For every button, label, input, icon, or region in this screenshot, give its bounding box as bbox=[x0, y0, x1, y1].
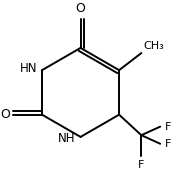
Text: CH₃: CH₃ bbox=[143, 41, 164, 51]
Text: O: O bbox=[0, 108, 10, 121]
Text: HN: HN bbox=[19, 62, 37, 75]
Text: F: F bbox=[138, 160, 145, 170]
Text: F: F bbox=[164, 139, 171, 149]
Text: O: O bbox=[76, 2, 86, 15]
Text: NH: NH bbox=[58, 132, 75, 145]
Text: F: F bbox=[164, 122, 171, 132]
